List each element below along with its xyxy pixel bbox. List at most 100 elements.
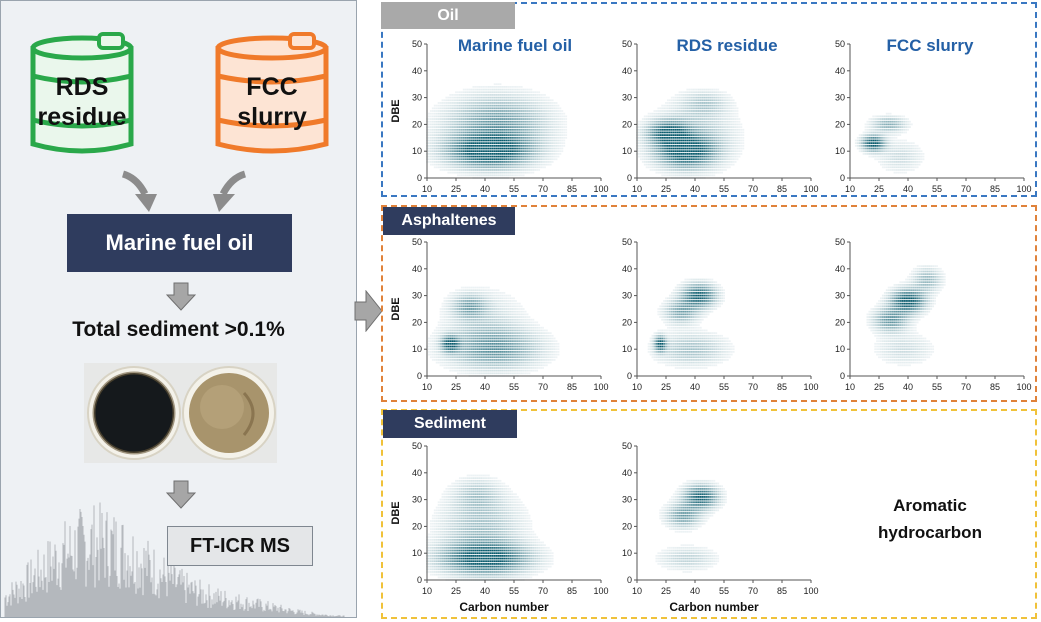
data-point xyxy=(538,97,540,99)
data-point xyxy=(700,124,702,126)
data-point xyxy=(644,115,646,117)
data-point xyxy=(486,156,488,158)
data-point xyxy=(509,86,511,88)
data-point xyxy=(542,156,544,158)
data-point xyxy=(505,172,507,174)
data-point xyxy=(538,164,540,166)
data-point xyxy=(723,145,725,147)
data-point xyxy=(663,150,665,152)
data-point xyxy=(721,107,723,109)
data-point xyxy=(698,129,700,131)
data-point xyxy=(708,161,710,163)
data-point xyxy=(490,174,492,176)
data-point xyxy=(459,105,461,107)
data-point xyxy=(432,351,434,353)
data-point xyxy=(527,118,529,120)
data-point xyxy=(727,126,729,128)
data-point xyxy=(679,97,681,99)
data-point xyxy=(644,164,646,166)
data-point xyxy=(521,121,523,123)
x-tick-label: 10 xyxy=(632,184,642,194)
data-point xyxy=(696,126,698,128)
data-point xyxy=(560,150,562,152)
data-point xyxy=(899,132,901,134)
data-point xyxy=(679,129,681,131)
data-point xyxy=(644,121,646,123)
data-point xyxy=(903,158,905,160)
data-point xyxy=(457,91,459,93)
data-point xyxy=(719,137,721,139)
data-point xyxy=(465,137,467,139)
data-point xyxy=(560,110,562,112)
data-point xyxy=(546,153,548,155)
data-point xyxy=(686,89,688,91)
data-point xyxy=(480,107,482,109)
data-point xyxy=(692,156,694,158)
data-point xyxy=(500,99,502,101)
data-point xyxy=(717,99,719,101)
data-point xyxy=(469,110,471,112)
data-point xyxy=(899,126,901,128)
data-point xyxy=(529,150,531,152)
data-point xyxy=(473,142,475,144)
data-point xyxy=(445,140,447,142)
data-point xyxy=(677,174,679,176)
data-point xyxy=(546,121,548,123)
data-point xyxy=(700,132,702,134)
data-point xyxy=(888,145,890,147)
data-point xyxy=(451,153,453,155)
data-point xyxy=(863,150,865,152)
data-point xyxy=(507,126,509,128)
data-point xyxy=(706,102,708,104)
data-point xyxy=(455,121,457,123)
data-point xyxy=(445,332,447,334)
data-point xyxy=(713,110,715,112)
data-point xyxy=(560,124,562,126)
data-point xyxy=(453,343,455,345)
data-point xyxy=(473,134,475,136)
data-point xyxy=(870,129,872,131)
data-point xyxy=(667,142,669,144)
data-point xyxy=(511,137,513,139)
data-point xyxy=(673,129,675,131)
data-point xyxy=(517,161,519,163)
data-point xyxy=(548,118,550,120)
data-point xyxy=(440,346,442,348)
data-point xyxy=(451,97,453,99)
data-point xyxy=(494,134,496,136)
data-point xyxy=(665,150,667,152)
data-point xyxy=(665,121,667,123)
data-point xyxy=(469,134,471,136)
data-point xyxy=(704,172,706,174)
data-point xyxy=(735,110,737,112)
data-point xyxy=(663,121,665,123)
data-point xyxy=(737,156,739,158)
data-point xyxy=(451,137,453,139)
data-point xyxy=(719,164,721,166)
data-point xyxy=(686,145,688,147)
data-point xyxy=(868,126,870,128)
data-point xyxy=(865,145,867,147)
data-point xyxy=(684,91,686,93)
data-point xyxy=(550,118,552,120)
data-point xyxy=(725,166,727,168)
data-point xyxy=(717,156,719,158)
data-point xyxy=(650,126,652,128)
data-point xyxy=(434,330,436,332)
data-point xyxy=(859,148,861,150)
data-point xyxy=(447,102,449,104)
data-point xyxy=(683,110,685,112)
data-point xyxy=(646,156,648,158)
data-point xyxy=(859,134,861,136)
data-point xyxy=(888,118,890,120)
data-point xyxy=(532,129,534,131)
data-point xyxy=(440,107,442,109)
data-point xyxy=(484,124,486,126)
data-point xyxy=(671,161,673,163)
data-point xyxy=(550,132,552,134)
data-point xyxy=(534,134,536,136)
data-point xyxy=(874,140,876,142)
data-point xyxy=(558,121,560,123)
data-point xyxy=(478,148,480,150)
data-point xyxy=(461,148,463,150)
